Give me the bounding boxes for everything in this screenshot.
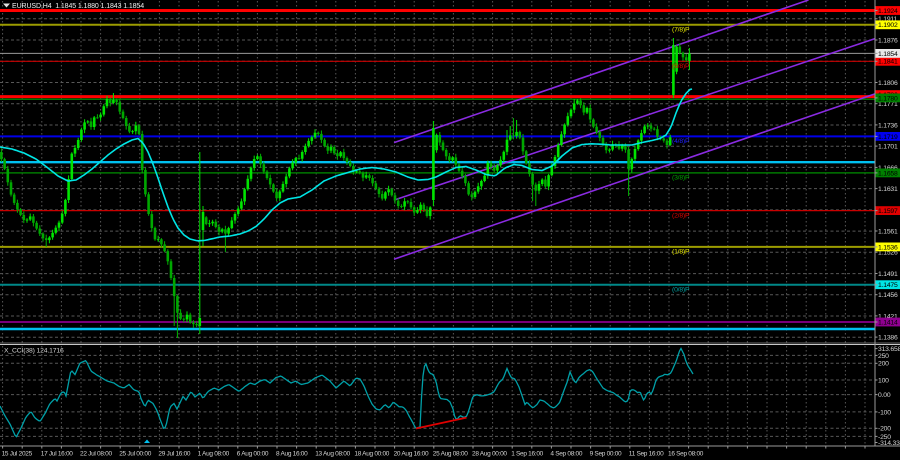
svg-text:1.1736: 1.1736 <box>878 122 898 129</box>
svg-text:1 Aug 08:00: 1 Aug 08:00 <box>198 451 230 458</box>
svg-text:(3/8)P: (3/8)P <box>672 175 690 182</box>
svg-text:9 Sep 00:00: 9 Sep 00:00 <box>590 451 622 458</box>
svg-text:-100: -100 <box>878 409 891 416</box>
svg-text:(7/8)P: (7/8)P <box>672 27 690 34</box>
svg-text:1.1456: 1.1456 <box>878 292 898 299</box>
svg-text:-250: -250 <box>878 434 891 441</box>
svg-text:1.1780: 1.1780 <box>878 95 898 102</box>
svg-text:(2/8)P: (2/8)P <box>672 212 690 219</box>
svg-text:18 Aug 00:00: 18 Aug 00:00 <box>354 451 389 458</box>
svg-text:EURUSD,H4 1.1845 1.1880 1.184: EURUSD,H4 1.1845 1.1880 1.1843 1.1854 <box>12 3 144 10</box>
svg-text:1.1666: 1.1666 <box>878 165 898 172</box>
svg-text:0.00: 0.00 <box>878 392 891 399</box>
svg-text:250: 250 <box>878 353 889 360</box>
svg-text:1.1597: 1.1597 <box>878 208 898 215</box>
svg-text:1.1561: 1.1561 <box>878 228 898 235</box>
svg-text:(0/8)P: (0/8)P <box>672 287 690 294</box>
svg-text:1.1911: 1.1911 <box>878 16 898 23</box>
svg-text:11 Sep 16:00: 11 Sep 16:00 <box>629 451 664 458</box>
svg-text:1 Sep 16:00: 1 Sep 16:00 <box>511 451 543 458</box>
svg-text:-200: -200 <box>878 426 891 433</box>
svg-text:25 Aug 08:00: 25 Aug 08:00 <box>433 451 468 458</box>
svg-text:1.1658: 1.1658 <box>878 170 898 177</box>
svg-text:313.6585: 313.6585 <box>878 346 900 353</box>
svg-text:(1/8)P: (1/8)P <box>672 249 690 256</box>
svg-text:1.1526: 1.1526 <box>878 250 898 257</box>
svg-text:1.1854: 1.1854 <box>878 51 898 58</box>
svg-text:1.1771: 1.1771 <box>878 101 898 108</box>
svg-text:4 Sep 08:00: 4 Sep 08:00 <box>550 451 582 458</box>
svg-text:25 Jul 00:00: 25 Jul 00:00 <box>119 451 152 458</box>
svg-text:1.1631: 1.1631 <box>878 186 898 193</box>
svg-text:8 Aug 16:00: 8 Aug 16:00 <box>276 451 308 458</box>
svg-text:1.1719: 1.1719 <box>878 134 898 141</box>
svg-text:1.1475: 1.1475 <box>878 282 898 289</box>
svg-text:X_CCI(38) 124.1716: X_CCI(38) 124.1716 <box>4 348 64 355</box>
svg-text:13 Aug 08:00: 13 Aug 08:00 <box>315 451 350 458</box>
svg-text:-314.334: -314.334 <box>878 440 900 447</box>
svg-text:(6/8)P: (6/8)P <box>672 63 690 70</box>
svg-text:1.1491: 1.1491 <box>878 271 898 278</box>
svg-text:1.1841: 1.1841 <box>878 59 898 66</box>
svg-text:17 Jul 16:00: 17 Jul 16:00 <box>41 451 74 458</box>
svg-text:1.1536: 1.1536 <box>878 244 898 251</box>
svg-text:28 Aug 00:00: 28 Aug 00:00 <box>472 451 507 458</box>
svg-text:6 Aug 00:00: 6 Aug 00:00 <box>237 451 269 458</box>
svg-text:20 Aug 16:00: 20 Aug 16:00 <box>394 451 429 458</box>
svg-text:1.1924: 1.1924 <box>878 8 898 15</box>
svg-text:100: 100 <box>878 377 889 384</box>
svg-text:(4/8)P: (4/8)P <box>672 138 690 145</box>
svg-text:1.1414: 1.1414 <box>878 319 898 326</box>
svg-text:1.1701: 1.1701 <box>878 144 898 151</box>
svg-text:15 Jul 2025: 15 Jul 2025 <box>2 451 33 458</box>
svg-text:22 Jul 08:00: 22 Jul 08:00 <box>80 451 113 458</box>
svg-text:1.1902: 1.1902 <box>878 22 898 29</box>
svg-text:1.1386: 1.1386 <box>878 335 898 342</box>
svg-text:200: 200 <box>878 361 889 368</box>
svg-text:1.1876: 1.1876 <box>878 37 898 44</box>
svg-text:16 Sep 08:00: 16 Sep 08:00 <box>668 451 704 458</box>
svg-text:1.1421: 1.1421 <box>878 313 898 320</box>
svg-text:29 Jul 16:00: 29 Jul 16:00 <box>158 451 191 458</box>
svg-text:1.1806: 1.1806 <box>878 80 898 87</box>
